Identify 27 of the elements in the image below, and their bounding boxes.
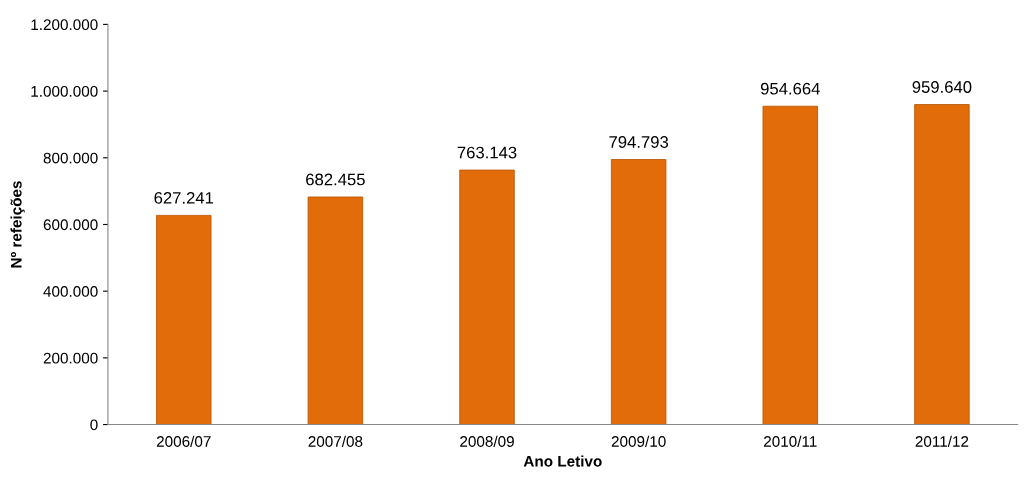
data-label: 627.241 bbox=[154, 191, 214, 204]
y-tick-label: 600.000 bbox=[43, 219, 98, 231]
data-label: 959.640 bbox=[912, 81, 972, 93]
x-axis-title: Ano Letivo bbox=[523, 455, 602, 467]
x-tick-label: 2011/12 bbox=[915, 435, 969, 447]
x-tick-label: 2007/08 bbox=[308, 435, 363, 447]
x-tick-label: 2008/09 bbox=[460, 435, 514, 447]
data-label: 682.455 bbox=[306, 173, 365, 186]
bar bbox=[914, 104, 970, 425]
bar bbox=[459, 169, 515, 425]
y-tick-label: 400.000 bbox=[43, 286, 98, 297]
y-tick-label: 1.000.000 bbox=[31, 85, 98, 97]
data-label: 763.143 bbox=[457, 146, 517, 159]
data-label: 954.664 bbox=[760, 82, 820, 95]
data-label: 794.793 bbox=[609, 136, 669, 148]
bar bbox=[610, 159, 667, 425]
x-tick-label: 2010/11 bbox=[764, 435, 817, 447]
x-tick-label: 2006/07 bbox=[156, 435, 211, 447]
x-tick-label: 2009/10 bbox=[611, 435, 666, 447]
bar bbox=[156, 214, 212, 425]
y-axis-title: Nº refeições bbox=[10, 181, 25, 268]
y-tick-label: 800.000 bbox=[43, 152, 98, 164]
y-tick-label: 1.200.000 bbox=[31, 19, 98, 31]
y-tick-label: 0 bbox=[90, 419, 98, 431]
bar bbox=[762, 105, 818, 425]
y-tick-label: 200.000 bbox=[43, 352, 98, 364]
bar bbox=[307, 196, 364, 425]
